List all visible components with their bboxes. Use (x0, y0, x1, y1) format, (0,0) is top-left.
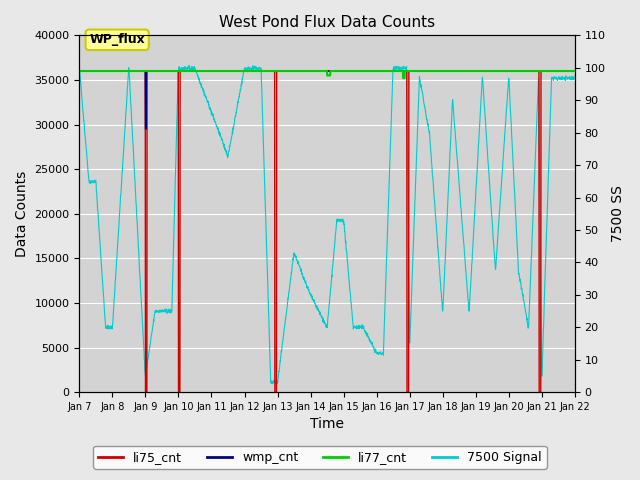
Text: WP_flux: WP_flux (90, 33, 145, 46)
Legend: li75_cnt, wmp_cnt, li77_cnt, 7500 Signal: li75_cnt, wmp_cnt, li77_cnt, 7500 Signal (93, 446, 547, 469)
Y-axis label: 7500 SS: 7500 SS (611, 185, 625, 242)
Y-axis label: Data Counts: Data Counts (15, 170, 29, 257)
Title: West Pond Flux Data Counts: West Pond Flux Data Counts (219, 15, 435, 30)
X-axis label: Time: Time (310, 418, 344, 432)
